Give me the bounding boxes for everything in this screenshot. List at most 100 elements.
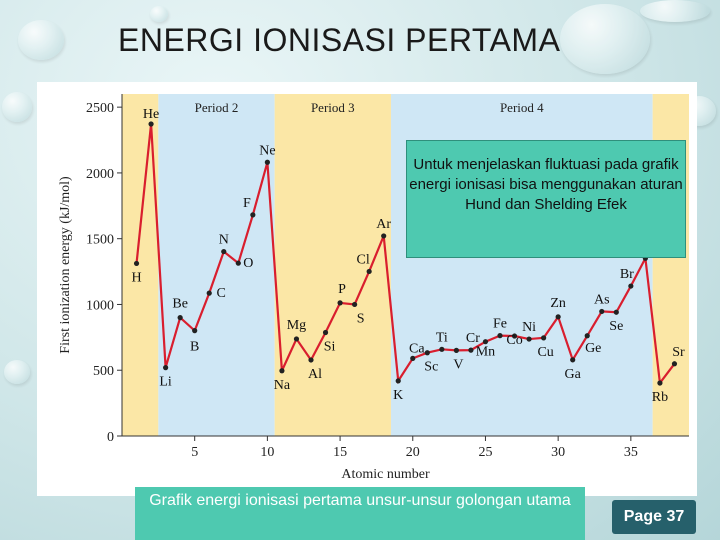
water-drop-decoration — [640, 0, 710, 22]
data-point — [322, 329, 329, 336]
explanation-callout: Untuk menjelaskan fluktuasi pada grafik … — [406, 140, 686, 258]
element-label: Ga — [565, 367, 582, 382]
element-label: Fe — [493, 317, 507, 332]
data-point — [628, 283, 634, 289]
element-label: Se — [609, 319, 623, 334]
x-axis-title: Atomic number — [341, 467, 430, 482]
data-point — [235, 260, 241, 266]
data-point — [511, 333, 518, 339]
element-label: S — [357, 311, 365, 326]
data-point — [366, 268, 372, 275]
data-point — [599, 308, 605, 315]
element-label: V — [453, 357, 463, 372]
data-point — [671, 361, 678, 367]
data-point — [570, 357, 576, 363]
water-drop-decoration — [18, 20, 64, 60]
data-point — [163, 365, 169, 371]
water-drop-decoration — [150, 6, 168, 22]
element-label: Mn — [476, 345, 495, 360]
data-point — [555, 314, 561, 320]
period-label: Period 3 — [311, 100, 355, 115]
water-drop-decoration — [560, 4, 650, 74]
page-number-badge: Page 37 — [612, 500, 696, 534]
data-point — [337, 300, 343, 306]
data-point — [584, 333, 590, 339]
x-tick-label: 25 — [478, 445, 492, 460]
y-tick-label: 2500 — [86, 101, 114, 116]
element-label: Cu — [537, 345, 553, 360]
data-point — [410, 355, 416, 361]
ionization-energy-chart: Period 2 Period 3 Period 4 0 500 1000 1500 2000… — [58, 94, 689, 482]
water-drop-decoration — [2, 92, 32, 122]
element-label: Ne — [259, 143, 275, 158]
element-label: Li — [159, 375, 172, 390]
data-point — [192, 328, 198, 334]
element-label: Zn — [550, 296, 566, 311]
x-tick-label: 30 — [551, 445, 565, 460]
data-point — [250, 212, 256, 218]
data-point — [293, 336, 300, 342]
element-label: K — [393, 388, 403, 403]
element-label: Be — [172, 297, 188, 312]
data-point — [482, 339, 489, 345]
y-tick-label: 2000 — [86, 167, 114, 182]
element-label: F — [243, 196, 251, 211]
period-band — [158, 94, 275, 436]
data-point — [264, 159, 270, 165]
data-point — [177, 315, 183, 321]
element-label: P — [338, 282, 346, 297]
chart-caption: Grafik energi ionisasi pertama unsur-uns… — [135, 487, 585, 540]
data-point — [497, 333, 503, 339]
element-label: Co — [506, 333, 522, 348]
x-tick-label: 35 — [624, 445, 638, 460]
period-band — [274, 94, 391, 436]
data-point — [439, 346, 445, 352]
data-point — [526, 336, 532, 342]
element-label: Br — [620, 267, 634, 282]
x-tick-label: 5 — [191, 445, 198, 460]
data-point — [613, 309, 619, 315]
y-tick-label: 1000 — [86, 298, 114, 313]
ionization-series-line — [135, 123, 676, 386]
data-point — [468, 347, 474, 353]
element-label: H — [131, 270, 141, 285]
element-label: Na — [274, 378, 291, 393]
x-tick-label: 10 — [260, 445, 274, 460]
data-point — [381, 233, 387, 239]
y-axis-title: First ionization energy (kJ/mol) — [58, 176, 73, 354]
data-point — [352, 301, 358, 308]
element-label: Ti — [436, 330, 448, 345]
y-tick-label: 1500 — [86, 233, 114, 248]
y-tick-label: 500 — [93, 364, 114, 379]
element-label: N — [219, 233, 229, 248]
data-point — [424, 350, 430, 356]
element-label: Al — [308, 367, 322, 382]
element-label: Ar — [376, 217, 391, 232]
element-label: O — [243, 256, 253, 271]
slide-title: ENERGI IONISASI PERTAMA — [118, 22, 561, 58]
water-drop-decoration — [4, 360, 30, 384]
data-point — [541, 335, 547, 341]
data-point — [395, 378, 401, 384]
element-label: Sr — [672, 345, 685, 360]
element-label: Cr — [466, 331, 480, 346]
data-point — [133, 260, 140, 267]
element-label: Rb — [652, 390, 668, 405]
element-label: Ni — [522, 320, 536, 335]
y-tick-label: 0 — [107, 430, 114, 445]
element-label: Sc — [424, 360, 438, 375]
data-point — [453, 347, 459, 353]
data-point — [279, 368, 285, 374]
element-label: Si — [324, 339, 336, 354]
data-point — [221, 248, 227, 255]
element-label: B — [190, 340, 199, 355]
period-label: Period 2 — [195, 100, 239, 115]
x-tick-label: 15 — [333, 445, 347, 460]
x-tick-label: 20 — [406, 445, 420, 460]
element-label: As — [594, 292, 610, 307]
data-point — [206, 290, 212, 296]
element-label: Ge — [585, 341, 601, 356]
data-point — [657, 380, 663, 386]
data-point — [148, 121, 154, 127]
data-point — [308, 357, 314, 363]
